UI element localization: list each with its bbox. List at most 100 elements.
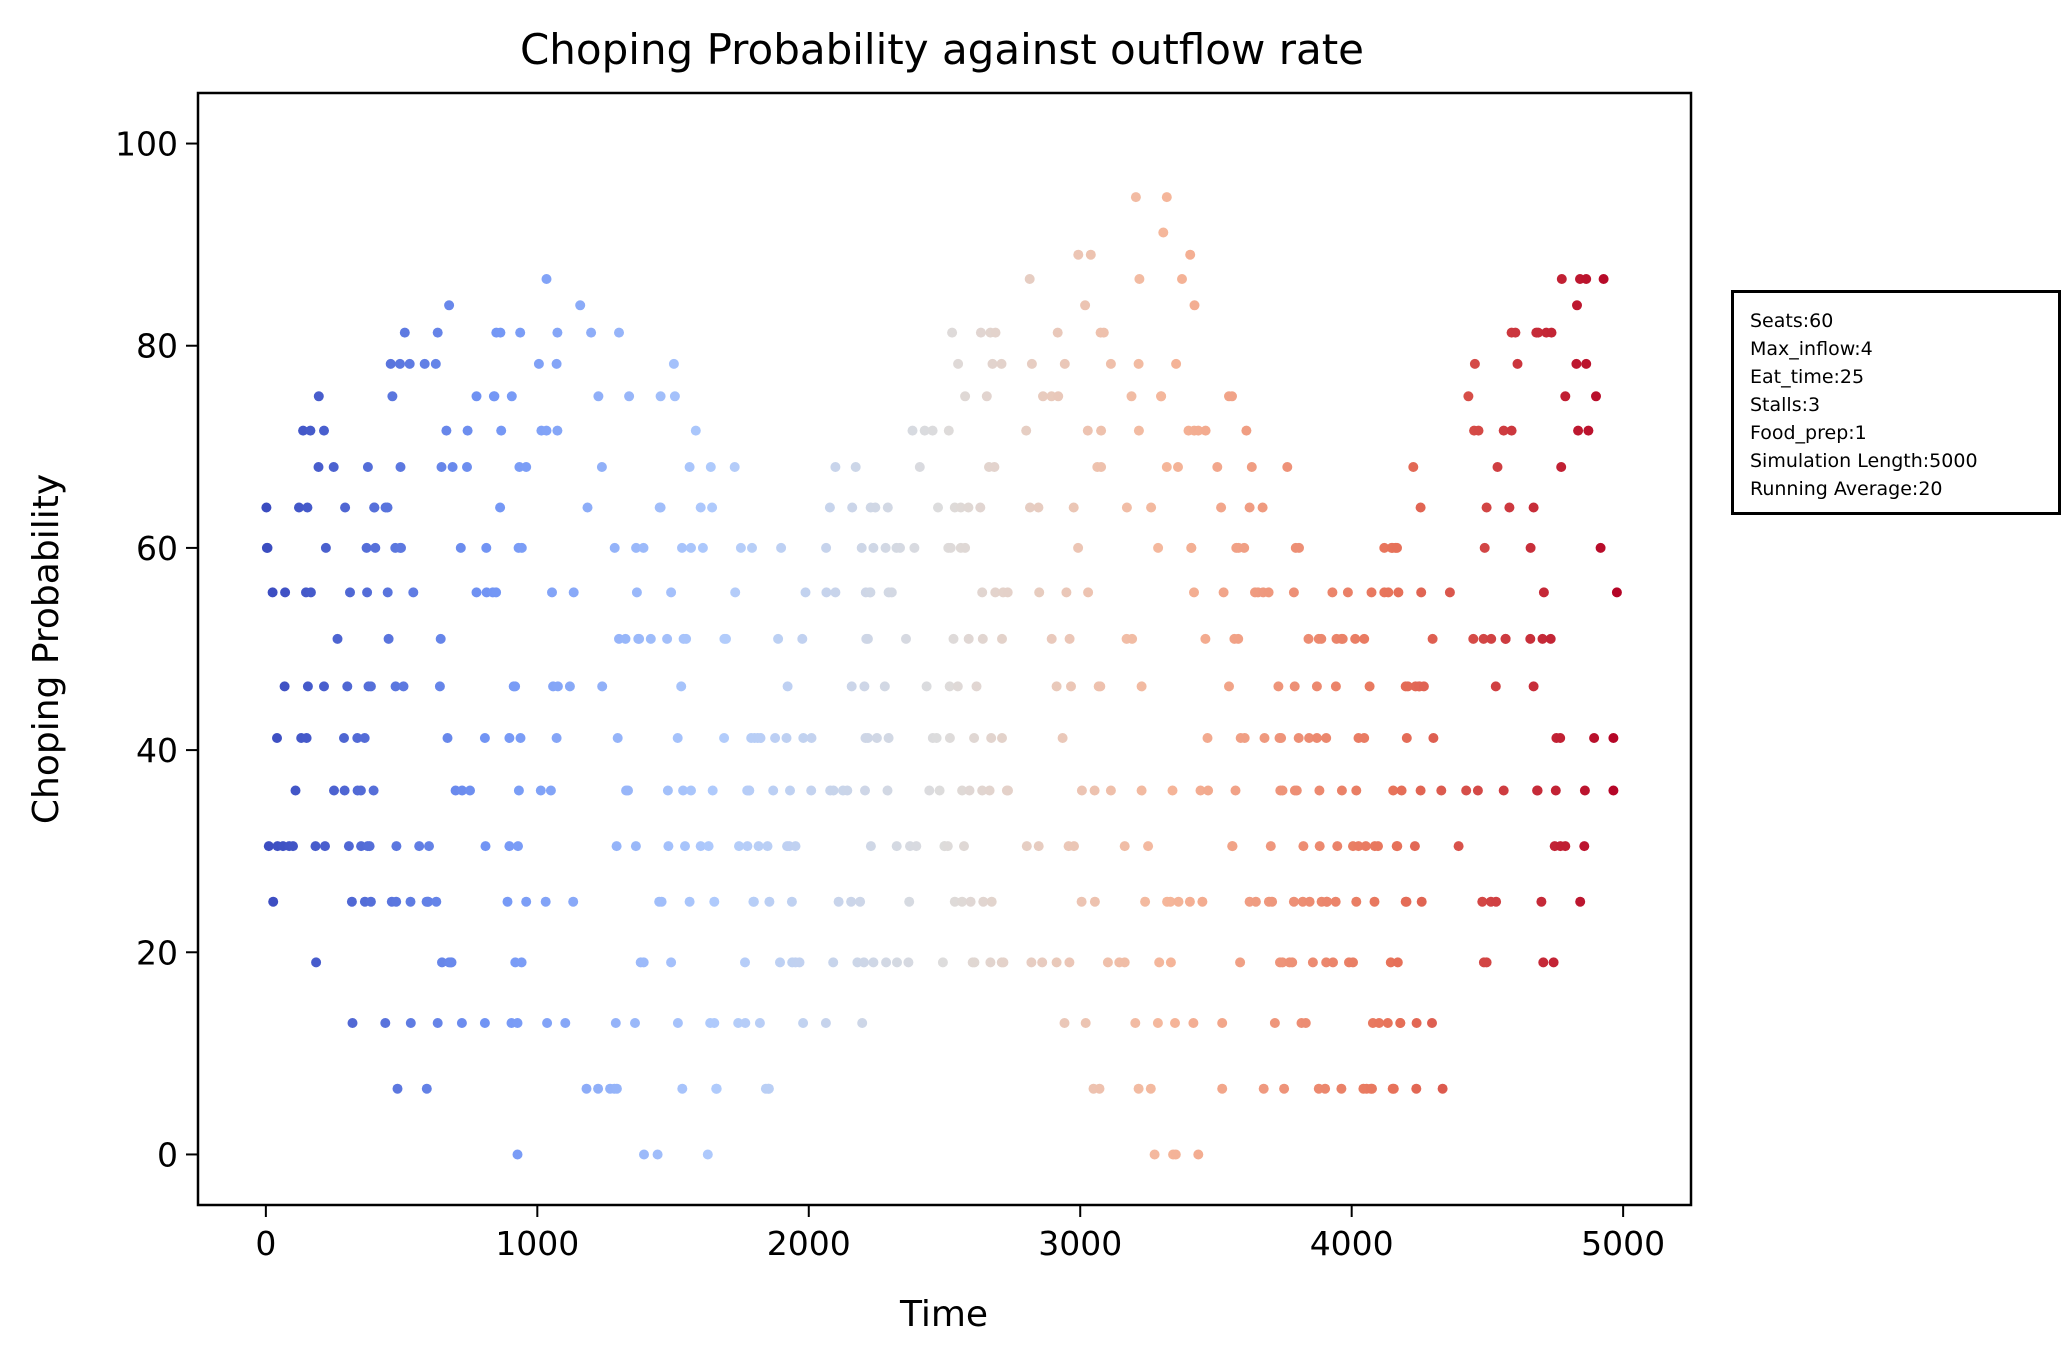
data-point (1560, 841, 1571, 852)
data-point (1165, 896, 1176, 907)
data-point (1556, 462, 1567, 472)
data-point (446, 957, 457, 968)
data-point (990, 587, 1001, 598)
data-point (1193, 425, 1204, 436)
data-point (1416, 587, 1427, 598)
data-point (735, 542, 746, 553)
data-point (512, 1018, 523, 1028)
data-point (806, 733, 817, 743)
data-point (931, 733, 942, 743)
data-point (294, 502, 304, 513)
data-point (1366, 587, 1377, 598)
data-point (1095, 681, 1106, 692)
data-point (456, 1018, 467, 1028)
data-point (504, 841, 515, 852)
data-point (1294, 542, 1304, 553)
data-point (1051, 681, 1062, 692)
data-point (263, 841, 274, 852)
data-point (1510, 327, 1521, 338)
data-point (1411, 1083, 1422, 1094)
data-point (1202, 733, 1213, 743)
data-point (1307, 957, 1318, 968)
data-point (892, 957, 902, 968)
parameter-line: Food_prep:1 (1750, 422, 1867, 444)
data-point (975, 327, 986, 338)
data-point (1369, 896, 1380, 907)
data-point (937, 957, 948, 968)
data-point (764, 896, 775, 907)
data-point (672, 1018, 683, 1028)
data-point (1490, 681, 1501, 692)
data-point (977, 587, 988, 598)
data-point (1021, 425, 1032, 436)
data-point (686, 785, 696, 796)
data-point (510, 681, 521, 692)
data-point (1392, 957, 1403, 968)
data-point (1167, 785, 1178, 796)
data-point (1437, 1083, 1448, 1094)
data-point (279, 681, 290, 692)
data-point (1537, 633, 1548, 644)
data-point (329, 785, 339, 796)
data-point (1121, 502, 1132, 513)
data-point (634, 633, 645, 644)
data-point (262, 542, 273, 553)
data-point (740, 957, 750, 968)
data-point (748, 896, 759, 907)
data-point (1303, 633, 1314, 644)
chart-title: Choping Probability against outflow rate (520, 25, 1364, 74)
data-point (1359, 633, 1370, 644)
data-point (1161, 462, 1172, 472)
data-point (391, 896, 402, 907)
data-point (709, 1018, 720, 1028)
data-point (390, 681, 401, 692)
data-point (953, 358, 964, 369)
data-point (821, 587, 832, 598)
data-point (623, 785, 633, 796)
data-point (963, 502, 974, 513)
data-point (833, 896, 844, 907)
data-point (753, 841, 764, 852)
data-point (1161, 192, 1172, 203)
data-point (1393, 587, 1404, 598)
data-point (506, 391, 517, 402)
data-point (1401, 896, 1412, 907)
data-point (1133, 358, 1144, 369)
data-point (870, 502, 881, 513)
data-point (1461, 785, 1472, 796)
data-point (1134, 274, 1145, 284)
data-point (798, 733, 809, 743)
data-point (828, 957, 839, 968)
data-point (969, 957, 980, 968)
data-points (261, 192, 1622, 1160)
data-point (1350, 633, 1361, 644)
data-point (399, 327, 410, 338)
data-point (1053, 391, 1064, 402)
data-point (1269, 1018, 1280, 1028)
data-point (1127, 633, 1138, 644)
data-point (1532, 785, 1543, 796)
data-point (540, 896, 551, 907)
data-point (1468, 633, 1479, 644)
data-point (862, 733, 873, 743)
data-point (1026, 358, 1037, 369)
data-point (754, 1018, 765, 1028)
data-point (1408, 462, 1419, 472)
data-point (1383, 587, 1394, 598)
data-point (355, 785, 366, 796)
data-point (1481, 502, 1492, 513)
data-point (383, 633, 394, 644)
data-point (422, 896, 433, 907)
data-point (797, 633, 808, 644)
data-point (1598, 274, 1609, 284)
data-point (1583, 425, 1594, 436)
data-point (666, 957, 677, 968)
data-point (1321, 733, 1332, 743)
data-point (678, 785, 689, 796)
data-point (1102, 957, 1113, 968)
data-point (370, 542, 381, 553)
data-point (521, 896, 532, 907)
data-point (352, 733, 363, 743)
data-point (1200, 633, 1211, 644)
